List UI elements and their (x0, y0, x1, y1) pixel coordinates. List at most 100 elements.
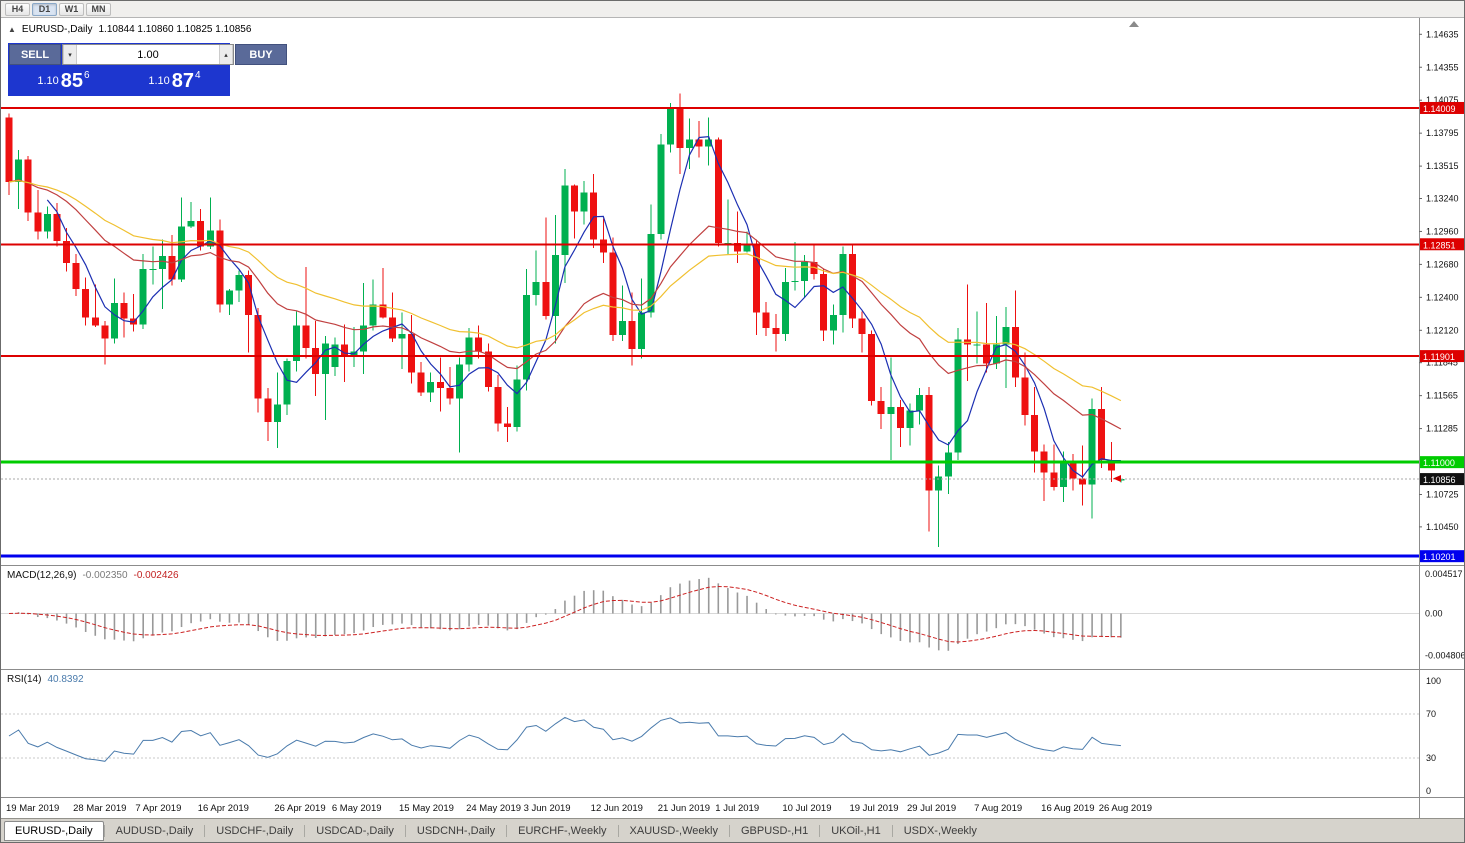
svg-text:-0.004806: -0.004806 (1425, 650, 1465, 660)
svg-text:15 May 2019: 15 May 2019 (399, 803, 454, 814)
svg-text:29 Jul 2019: 29 Jul 2019 (907, 803, 956, 814)
svg-text:10 Jul 2019: 10 Jul 2019 (782, 803, 831, 814)
sell-price-frac: 6 (84, 70, 90, 81)
buy-price[interactable]: 1.10 87 4 (120, 66, 229, 95)
svg-text:16 Aug 2019: 16 Aug 2019 (1041, 803, 1094, 814)
buy-price-frac: 4 (195, 70, 201, 81)
svg-text:100: 100 (1426, 676, 1441, 686)
chart-tab-usdchf-daily[interactable]: USDCHF-,Daily (216, 824, 294, 837)
timeframe-h4-button[interactable]: H4 (5, 2, 30, 16)
svg-text:16 Apr 2019: 16 Apr 2019 (198, 803, 249, 814)
svg-text:19 Mar 2019: 19 Mar 2019 (6, 803, 59, 814)
trade-panel-collapse-icon[interactable]: ▲ (8, 24, 16, 34)
tab-separator (404, 824, 406, 837)
tab-separator (103, 824, 105, 837)
chart-title: ▲ EURUSD-,Daily 1.10844 1.10860 1.10825 … (8, 24, 251, 35)
svg-text:1.12120: 1.12120 (1426, 325, 1459, 335)
panel-borders (1, 18, 1464, 819)
svg-text:0.004517: 0.004517 (1425, 569, 1463, 579)
trade-arrow-icon (1113, 475, 1121, 482)
trade-panel-buttons-row: SELL ▾ ▴ BUY (9, 44, 287, 65)
svg-text:6 May 2019: 6 May 2019 (332, 803, 382, 814)
buy-price-base: 1.10 (148, 74, 170, 87)
svg-text:12 Jun 2019: 12 Jun 2019 (591, 803, 643, 814)
svg-text:70: 70 (1426, 709, 1436, 719)
chart-tab-gbpusd-h1[interactable]: GBPUSD-,H1 (740, 824, 809, 837)
svg-text:19 Jul 2019: 19 Jul 2019 (849, 803, 898, 814)
macd-panel: 0.004517 0.00 -0.004806 (1, 569, 1465, 660)
svg-text:1.13240: 1.13240 (1426, 193, 1459, 203)
volume-increase-button[interactable]: ▴ (219, 45, 233, 64)
svg-text:1.14075: 1.14075 (1426, 95, 1459, 105)
macd-label: MACD(12,26,9) -0.002350 -0.002426 (7, 570, 179, 581)
svg-text:1.11845: 1.11845 (1426, 358, 1458, 368)
svg-text:1.11901: 1.11901 (1423, 352, 1455, 362)
svg-text:0.00: 0.00 (1425, 609, 1443, 619)
volume-field: ▾ ▴ (62, 44, 234, 65)
sell-price-pips: 85 (60, 69, 84, 92)
macd-main-value: -0.002350 (82, 570, 128, 581)
chart-tab-usdcnh-daily[interactable]: USDCNH-,Daily (416, 824, 496, 837)
tab-separator (617, 824, 619, 837)
tab-separator (728, 824, 730, 837)
svg-text:1.10450: 1.10450 (1426, 522, 1459, 532)
svg-text:1.13795: 1.13795 (1426, 128, 1459, 138)
svg-text:26 Aug 2019: 26 Aug 2019 (1099, 803, 1152, 814)
chart-markers (1113, 21, 1139, 482)
chart-tab-eurusd-daily[interactable]: EURUSD-,Daily (4, 820, 104, 841)
svg-text:1.10725: 1.10725 (1426, 490, 1459, 500)
macd-signal-value: -0.002426 (133, 570, 179, 581)
macd-name: MACD(12,26,9) (7, 570, 77, 581)
buy-button[interactable]: BUY (235, 44, 287, 65)
svg-text:1.14355: 1.14355 (1426, 62, 1459, 72)
tab-separator (891, 824, 893, 837)
timeframe-d1-button[interactable]: D1 (32, 2, 57, 16)
svg-text:1.14009: 1.14009 (1423, 104, 1456, 114)
chart-tab-usdx-weekly[interactable]: USDX-,Weekly (903, 824, 977, 837)
svg-text:1.12851: 1.12851 (1423, 240, 1456, 250)
timeframe-toolbar: H4 D1 W1 MN (1, 1, 1464, 18)
price-axis[interactable]: 1.14635 1.14355 1.14075 1.13795 1.13515 1.132… (1419, 29, 1464, 563)
svg-text:1.12400: 1.12400 (1426, 292, 1459, 302)
chart-symbol: EURUSD-,Daily (21, 24, 93, 35)
chart-tab-eurchf-weekly[interactable]: EURCHF-,Weekly (518, 824, 607, 837)
tab-separator (204, 824, 206, 837)
buy-price-pips: 87 (171, 69, 195, 92)
chart-tab-xauusd-weekly[interactable]: XAUUSD-,Weekly (629, 824, 718, 837)
svg-text:24 May 2019: 24 May 2019 (466, 803, 521, 814)
svg-text:1.11565: 1.11565 (1426, 391, 1458, 401)
scroll-shift-marker-icon (1129, 21, 1139, 27)
svg-text:30: 30 (1426, 753, 1436, 763)
chart-ohlc-values: 1.10844 1.10860 1.10825 1.10856 (98, 24, 252, 35)
svg-text:7 Apr 2019: 7 Apr 2019 (135, 803, 181, 814)
rsi-panel: 100 70 30 0 (1, 676, 1441, 796)
chart-tab-ukoil-h1[interactable]: UKOil-,H1 (831, 824, 881, 837)
timeframe-mn-button[interactable]: MN (86, 2, 111, 16)
chart-tab-audusd-daily[interactable]: AUDUSD-,Daily (115, 824, 194, 837)
svg-text:21 Jun 2019: 21 Jun 2019 (658, 803, 710, 814)
svg-text:1.14635: 1.14635 (1426, 29, 1459, 39)
tab-separator (304, 824, 306, 837)
timeframe-w1-button[interactable]: W1 (59, 2, 84, 16)
svg-text:1.11000: 1.11000 (1423, 458, 1455, 468)
sell-price[interactable]: 1.10 85 6 (9, 66, 118, 95)
horizontal-level-lines (1, 106, 1419, 558)
chart-tab-usdcad-daily[interactable]: USDCAD-,Daily (316, 824, 394, 837)
svg-text:1.10201: 1.10201 (1423, 552, 1456, 562)
volume-decrease-button[interactable]: ▾ (63, 45, 77, 64)
trade-panel-prices-row: 1.10 85 6 1.10 87 4 (9, 66, 229, 95)
svg-text:1.10856: 1.10856 (1423, 475, 1456, 485)
svg-text:1.13515: 1.13515 (1426, 161, 1459, 171)
rsi-name: RSI(14) (7, 674, 42, 685)
svg-text:0: 0 (1426, 786, 1431, 796)
tab-separator (506, 824, 508, 837)
chart-tabs-bar: EURUSD-,Daily AUDUSD-,Daily USDCHF-,Daily U… (1, 818, 1464, 842)
volume-input[interactable] (77, 45, 219, 64)
moving-averages-layer (8, 135, 1122, 478)
rsi-value: 40.8392 (47, 674, 84, 685)
sell-button[interactable]: SELL (9, 44, 61, 65)
time-axis[interactable]: 19 Mar 2019 28 Mar 2019 7 Apr 2019 16 Apr 2… (6, 803, 1152, 814)
